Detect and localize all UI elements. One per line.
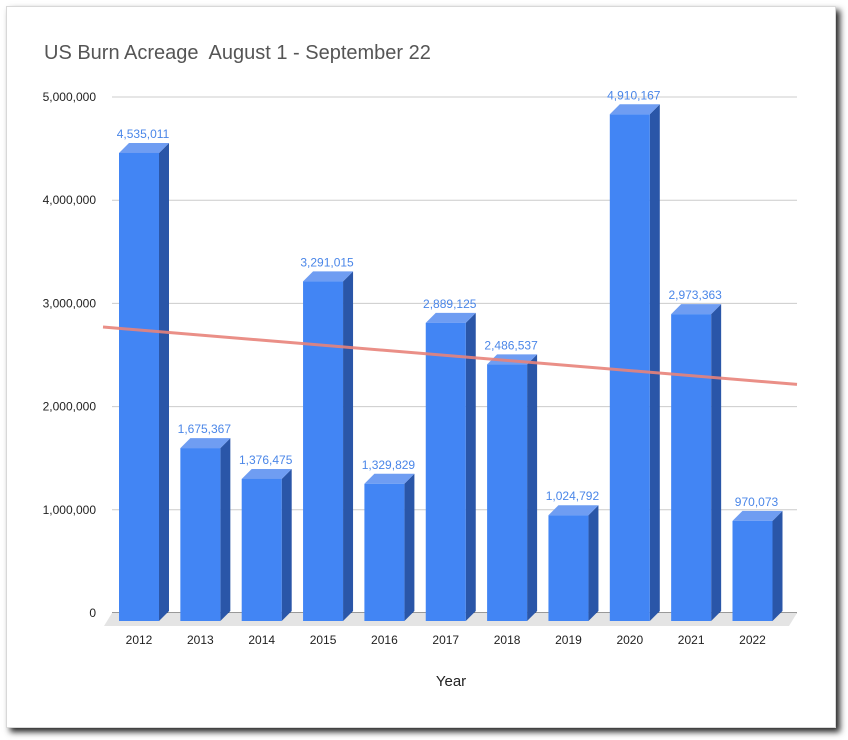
bar-side [649,104,660,622]
data-label: 1,376,475 [239,453,293,467]
data-label: 2,973,363 [668,288,722,302]
bar-side [527,354,538,621]
bar-side [159,142,169,621]
data-label: 970,073 [735,495,779,509]
bar-top [180,438,231,449]
data-label: 1,024,792 [546,489,600,503]
bar [487,364,528,621]
bar [364,483,405,621]
bar [241,478,282,621]
bar [609,114,650,622]
bar-top [119,142,169,153]
data-label: 1,329,829 [362,458,416,472]
y-tick-label: 0 [89,606,96,620]
bar-side [220,438,231,621]
bar-top [425,312,476,323]
data-label: 2,486,537 [484,338,538,352]
x-tick-label: 2016 [371,633,398,647]
x-tick-label: 2017 [432,633,459,647]
bar-top [364,473,415,484]
x-tick-label: 2020 [616,633,643,647]
bar-side [772,510,783,621]
bar-top [241,468,292,479]
bar [119,152,159,621]
y-tick-label: 5,000,000 [43,90,97,104]
x-tick-label: 2012 [126,633,153,647]
y-tick-label: 2,000,000 [43,400,97,414]
data-label: 1,675,367 [178,422,232,436]
x-tick-label: 2014 [248,633,275,647]
bar [548,515,589,621]
x-tick-label: 2022 [739,633,766,647]
x-axis-title: Year [436,673,466,690]
data-label: 2,889,125 [423,297,477,311]
bar-side [343,271,354,621]
data-label: 3,291,015 [300,255,354,269]
y-tick-label: 1,000,000 [43,503,97,517]
bar-top [548,505,599,516]
bar-side [588,505,599,621]
x-tick-label: 2013 [187,633,214,647]
bar-side [281,468,292,621]
x-tick-label: 2021 [678,633,705,647]
trendline [102,325,798,386]
bar [671,314,712,621]
bar [303,281,344,621]
x-tick-label: 2018 [494,633,521,647]
bar-side [404,473,415,621]
bar-side [711,304,722,621]
bar-top [671,304,722,315]
y-tick-label: 4,000,000 [43,193,97,207]
bar-top [303,271,354,282]
y-tick-label: 3,000,000 [43,296,97,310]
data-label: 4,910,167 [607,88,661,102]
bar [425,322,466,621]
chart-title: US Burn Acreage August 1 - September 22 [44,42,431,64]
bar [732,520,773,621]
bar-top [732,510,783,521]
data-label: 4,535,011 [117,127,170,141]
bar [180,448,221,621]
bar-top [609,104,660,115]
x-tick-label: 2019 [555,633,582,647]
x-tick-label: 2015 [310,633,337,647]
bar-side [465,312,476,621]
